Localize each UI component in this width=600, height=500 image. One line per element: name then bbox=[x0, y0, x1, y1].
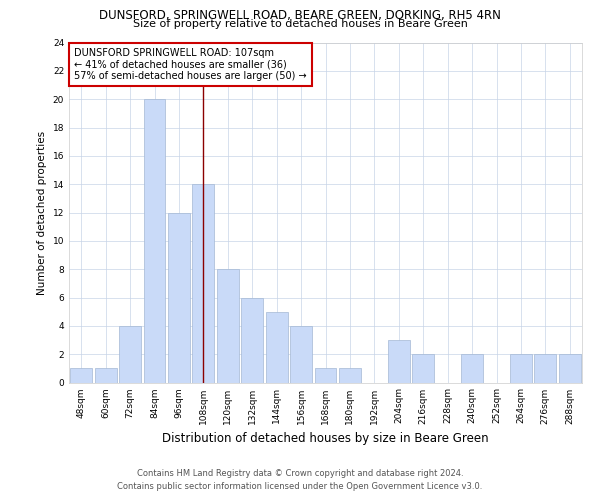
Text: DUNSFORD, SPRINGWELL ROAD, BEARE GREEN, DORKING, RH5 4RN: DUNSFORD, SPRINGWELL ROAD, BEARE GREEN, … bbox=[99, 9, 501, 22]
X-axis label: Distribution of detached houses by size in Beare Green: Distribution of detached houses by size … bbox=[162, 432, 489, 445]
Bar bbox=[266, 312, 287, 382]
Bar bbox=[412, 354, 434, 382]
Bar bbox=[119, 326, 141, 382]
Y-axis label: Number of detached properties: Number of detached properties bbox=[37, 130, 47, 294]
Bar bbox=[461, 354, 483, 382]
Bar bbox=[510, 354, 532, 382]
Bar bbox=[290, 326, 312, 382]
Bar bbox=[388, 340, 410, 382]
Bar bbox=[193, 184, 214, 382]
Bar bbox=[241, 298, 263, 382]
Text: DUNSFORD SPRINGWELL ROAD: 107sqm
← 41% of detached houses are smaller (36)
57% o: DUNSFORD SPRINGWELL ROAD: 107sqm ← 41% o… bbox=[74, 48, 307, 81]
Bar bbox=[70, 368, 92, 382]
Bar bbox=[314, 368, 337, 382]
Bar bbox=[168, 212, 190, 382]
Bar bbox=[95, 368, 116, 382]
Text: Size of property relative to detached houses in Beare Green: Size of property relative to detached ho… bbox=[133, 19, 467, 29]
Bar bbox=[535, 354, 556, 382]
Bar bbox=[339, 368, 361, 382]
Bar bbox=[217, 269, 239, 382]
Bar bbox=[143, 99, 166, 382]
Bar bbox=[559, 354, 581, 382]
Text: Contains HM Land Registry data © Crown copyright and database right 2024.
Contai: Contains HM Land Registry data © Crown c… bbox=[118, 469, 482, 491]
